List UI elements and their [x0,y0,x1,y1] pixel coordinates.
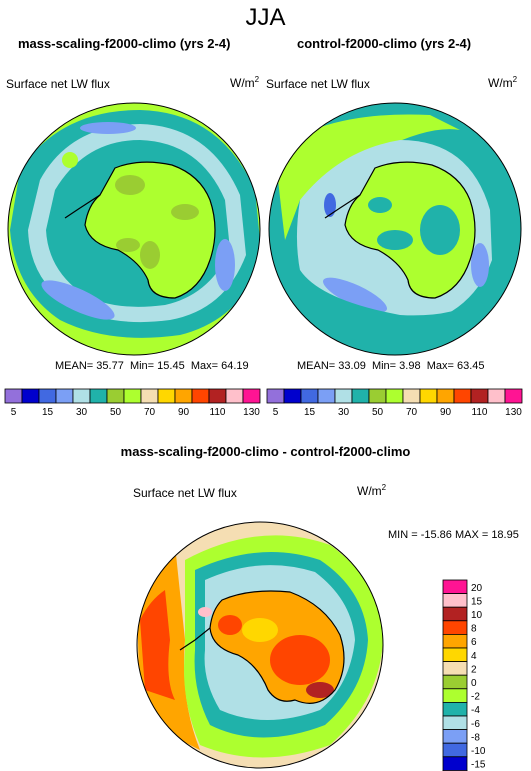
diff-colorbar-swatch [442,756,468,771]
panel-1-colorbar-tick-label: 110 [210,407,226,418]
panel-2-colorbar-swatch [419,388,438,404]
diff-colorbar-tick-label: 2 [471,664,477,675]
panel-2-variable-label: Surface net LW flux [266,77,370,91]
season-title: JJA [245,4,286,31]
diff-colorbar-tick-label: 6 [471,637,477,648]
panel-1-colorbar: 5 15 30 50 70 90 110 130 [4,388,261,418]
panel-2-colorbar-swatch [283,388,302,404]
panel-2-title: control-f2000-climo (yrs 2-4) [297,36,472,51]
panel-1-colorbar-tick-label: 15 [42,407,54,418]
diff-map [136,521,384,769]
panel-2-colorbar-swatch [334,388,353,404]
panel-1-stats: MEAN= 35.77 Min= 15.45 Max= 64.19 [55,360,249,372]
diff-colorbar-tick-label: -10 [471,746,486,757]
diff-minmax: MIN = -15.86 MAX = 18.95 [388,529,519,541]
panel-2-colorbar-swatch [436,388,455,404]
diff-colorbar-swatch [442,715,468,731]
panel-1-colorbar-swatch [72,388,91,404]
panel-1-colorbar-tick-label: 5 [11,407,17,418]
panel-2-colorbar-tick-label: 30 [338,407,350,418]
panel-1-colorbar-swatch [225,388,244,404]
panel-2-colorbar-swatch [402,388,421,404]
panel-2-map [268,102,522,356]
diff-colorbar-tick-label: -2 [471,692,480,703]
diff-units: W/m2 [357,483,387,498]
panel-2-colorbar-swatch [300,388,319,404]
diff-colorbar-tick-label: 4 [471,651,477,662]
panel-2-colorbar-swatch [504,388,523,404]
panel-2-colorbar-swatch [470,388,489,404]
panel-2-stats: MEAN= 33.09 Min= 3.98 Max= 63.45 [297,360,485,372]
panel-1-colorbar-swatch [89,388,108,404]
diff-colorbar-swatch [442,688,468,703]
panel-2-colorbar-tick-label: 110 [472,407,488,418]
panel-1-colorbar-swatch [191,388,210,404]
panel-1-colorbar-tick-label: 70 [144,407,156,418]
diff-colorbar-swatch [442,593,468,608]
panel-1-colorbar-swatch [140,388,159,404]
panel-1-colorbar-swatch [55,388,74,404]
diff-colorbar-swatch [442,729,468,744]
panel-1-colorbar-swatch [174,388,193,404]
diff-colorbar-swatch [442,606,468,622]
panel-1-colorbar-swatch [123,388,142,404]
diff-colorbar-swatch [442,647,468,663]
panel-1-colorbar-tick-label: 30 [76,407,88,418]
panel-2-units: W/m2 [488,75,518,90]
panel-2-colorbar-swatch [385,388,404,404]
diff-colorbar-tick-label: 20 [471,583,483,594]
diff-colorbar-tick-label: 8 [471,624,477,635]
panel-2-colorbar-swatch [266,388,285,404]
diff-colorbar-tick-label: -6 [471,719,480,730]
panel-2-colorbar: 5 15 30 50 70 90 110 130 [266,388,523,418]
panel-1-colorbar-swatch [242,388,261,404]
panel-2-colorbar-swatch [453,388,472,404]
diff-colorbar-swatch [442,702,468,717]
panel-2-colorbar-tick-label: 5 [273,407,279,418]
diff-colorbar-tick-label: -8 [471,732,480,743]
panel-2-colorbar-swatch [368,388,387,404]
panel-1-colorbar-tick-label: 50 [110,407,122,418]
diff-colorbar-swatch [442,579,468,595]
diff-colorbar-swatch [442,620,468,635]
panel-1-colorbar-swatch [106,388,125,404]
diff-colorbar-tick-label: 15 [471,596,483,607]
panel-1-title: mass-scaling-f2000-climo (yrs 2-4) [18,36,231,51]
panel-2-colorbar-swatch [317,388,336,404]
panel-1-colorbar-swatch [157,388,176,404]
panel-2-colorbar-swatch [487,388,506,404]
panel-2-colorbar-tick-label: 130 [505,407,522,418]
panel-1-colorbar-swatch [38,388,57,404]
panel-1-units: W/m2 [230,75,260,90]
diff-colorbar-tick-label: 0 [471,678,477,689]
diff-colorbar-swatch [442,634,468,649]
panel-1-colorbar-tick-label: 130 [243,407,260,418]
panel-1-colorbar-swatch [208,388,227,404]
panel-1-map [7,102,261,356]
panel-2-colorbar-tick-label: 90 [440,407,452,418]
panel-1-colorbar-swatch [4,388,23,404]
panel-2-colorbar-swatch [351,388,370,404]
diff-variable-label: Surface net LW flux [133,486,237,500]
panel-1-colorbar-tick-label: 90 [178,407,190,418]
diff-title: mass-scaling-f2000-climo - control-f2000… [120,444,411,459]
diff-colorbar-swatch [442,661,468,676]
diff-colorbar-tick-label: -15 [471,760,486,771]
panel-1-colorbar-swatch [21,388,40,404]
panel-1-variable-label: Surface net LW flux [6,77,110,91]
diff-colorbar-tick-label: -4 [471,705,480,716]
panel-2-colorbar-tick-label: 50 [372,407,384,418]
panel-2-colorbar-tick-label: 70 [406,407,418,418]
diff-colorbar-swatch [442,674,468,690]
panel-2-colorbar-tick-label: 15 [304,407,316,418]
diff-colorbar-swatch [442,742,468,758]
diff-colorbar-tick-label: 10 [471,610,483,621]
